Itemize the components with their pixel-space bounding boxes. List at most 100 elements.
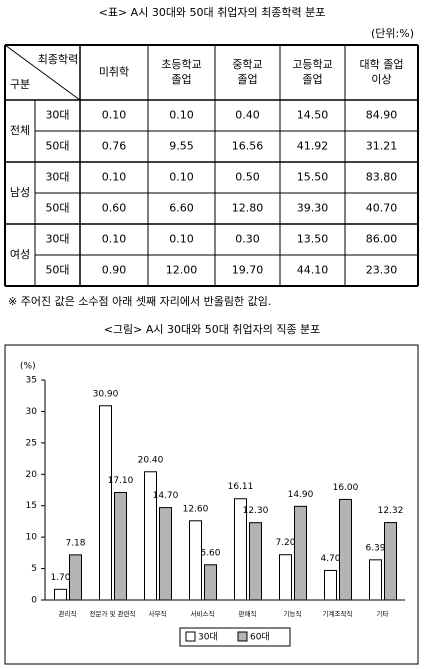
group-label: 여성 xyxy=(10,248,30,261)
cell: 14.50 xyxy=(297,109,329,122)
cell: 0.10 xyxy=(102,171,127,184)
unit: (단위:%) xyxy=(371,27,414,40)
cell: 9.55 xyxy=(169,140,194,153)
cell: 0.90 xyxy=(102,264,127,277)
y-tick-label: 0 xyxy=(31,596,37,606)
column-header: 이상 xyxy=(371,73,391,86)
value-label: 17.10 xyxy=(108,476,134,486)
cell: 83.80 xyxy=(366,171,398,184)
bar xyxy=(249,522,262,601)
cell: 0.30 xyxy=(235,233,260,246)
value-label: 6.39 xyxy=(365,543,385,553)
cell: 31.21 xyxy=(366,140,398,153)
bar xyxy=(204,564,217,601)
value-label: 1.70 xyxy=(50,573,70,583)
value-label: 16.11 xyxy=(228,482,254,492)
value-label: 4.70 xyxy=(320,554,340,564)
row-label: 30대 xyxy=(45,233,69,246)
group-label: 남성 xyxy=(10,186,30,199)
y-tick-label: 35 xyxy=(26,376,37,386)
x-tick-label: 기능직 xyxy=(284,609,302,618)
cell: 0.10 xyxy=(169,109,194,122)
column-header: 중학교 xyxy=(232,58,262,71)
bar xyxy=(54,588,67,601)
cell: 44.10 xyxy=(297,264,329,277)
bar xyxy=(294,505,307,601)
row-label: 30대 xyxy=(45,109,69,122)
cell: 16.56 xyxy=(232,140,264,153)
value-label: 16.00 xyxy=(333,483,359,493)
cell: 40.70 xyxy=(366,202,398,215)
cell: 39.30 xyxy=(297,202,329,215)
x-tick-label: 기계조작직 xyxy=(323,609,353,618)
value-label: 14.90 xyxy=(288,490,314,500)
legend-swatch xyxy=(185,631,196,642)
column-header: 졸업 xyxy=(171,73,191,86)
table-line xyxy=(4,44,81,101)
cell: 0.76 xyxy=(102,140,127,153)
y-tick-label: 20 xyxy=(26,470,38,480)
column-header: 초등학교 xyxy=(161,58,201,71)
cell: 84.90 xyxy=(366,109,398,122)
value-label: 12.60 xyxy=(183,504,209,514)
cell: 12.80 xyxy=(232,202,264,215)
bar xyxy=(69,554,82,601)
chart-title: <그림> A시 30대와 50대 취업자의 직종 분포 xyxy=(104,323,321,336)
bar xyxy=(234,498,247,601)
chart-frame xyxy=(4,344,419,665)
bar xyxy=(279,554,292,601)
x-tick-label: 서비스직 xyxy=(191,609,215,618)
corner-bottom: 구분 xyxy=(10,78,30,91)
legend-label: 60대 xyxy=(250,632,270,643)
y-tick-label: 5 xyxy=(31,564,37,574)
cell: 0.40 xyxy=(235,109,260,122)
bar xyxy=(99,405,112,601)
column-header: 졸업 xyxy=(302,73,322,86)
column-header: 고등학교 xyxy=(292,58,332,71)
row-label: 50대 xyxy=(45,202,69,215)
row-label: 30대 xyxy=(45,171,69,184)
value-label: 7.20 xyxy=(275,538,295,548)
cell: 0.10 xyxy=(102,109,127,122)
value-label: 5.60 xyxy=(200,548,220,558)
cell: 0.60 xyxy=(102,202,127,215)
bar xyxy=(369,559,382,601)
cell: 23.30 xyxy=(366,264,398,277)
group-label: 전체 xyxy=(10,124,30,137)
value-label: 12.30 xyxy=(243,506,269,516)
note: ※ 주어진 값은 소수점 아래 셋째 자리에서 반올림한 값임. xyxy=(8,295,271,308)
legend-swatch xyxy=(237,631,248,642)
column-header: 졸업 xyxy=(237,73,257,86)
cell: 19.70 xyxy=(232,264,264,277)
cell: 41.92 xyxy=(297,140,329,153)
legend-box xyxy=(179,627,291,647)
value-label: 30.90 xyxy=(93,389,119,399)
x-tick-label: 관리직 xyxy=(59,609,77,618)
cell: 0.10 xyxy=(169,171,194,184)
cell: 86.00 xyxy=(366,233,398,246)
value-label: 7.18 xyxy=(65,538,85,548)
legend-label: 30대 xyxy=(198,632,218,643)
value-label: 14.70 xyxy=(153,491,179,501)
bar xyxy=(324,569,337,601)
cell: 0.50 xyxy=(235,171,260,184)
cell: 13.50 xyxy=(297,233,329,246)
cell: 12.00 xyxy=(166,264,198,277)
table-title: <표> A시 30대와 50대 취업자의 최종학력 분포 xyxy=(99,6,326,19)
y-tick-label: 25 xyxy=(26,438,37,448)
cell: 0.10 xyxy=(169,233,194,246)
corner-top: 최종학력 xyxy=(38,53,78,66)
cell: 6.60 xyxy=(169,202,194,215)
y-tick-label: 30 xyxy=(26,407,38,417)
cell: 15.50 xyxy=(297,171,329,184)
column-header: 대학 졸업 xyxy=(360,58,404,71)
value-label: 12.32 xyxy=(378,506,404,516)
x-tick-label: 기타 xyxy=(377,609,389,618)
x-tick-label: 사무직 xyxy=(149,609,167,618)
bar xyxy=(159,507,172,601)
value-label: 20.40 xyxy=(138,455,164,465)
bar xyxy=(189,520,202,601)
x-tick-label: 전문가 및 관련직 xyxy=(90,609,136,618)
